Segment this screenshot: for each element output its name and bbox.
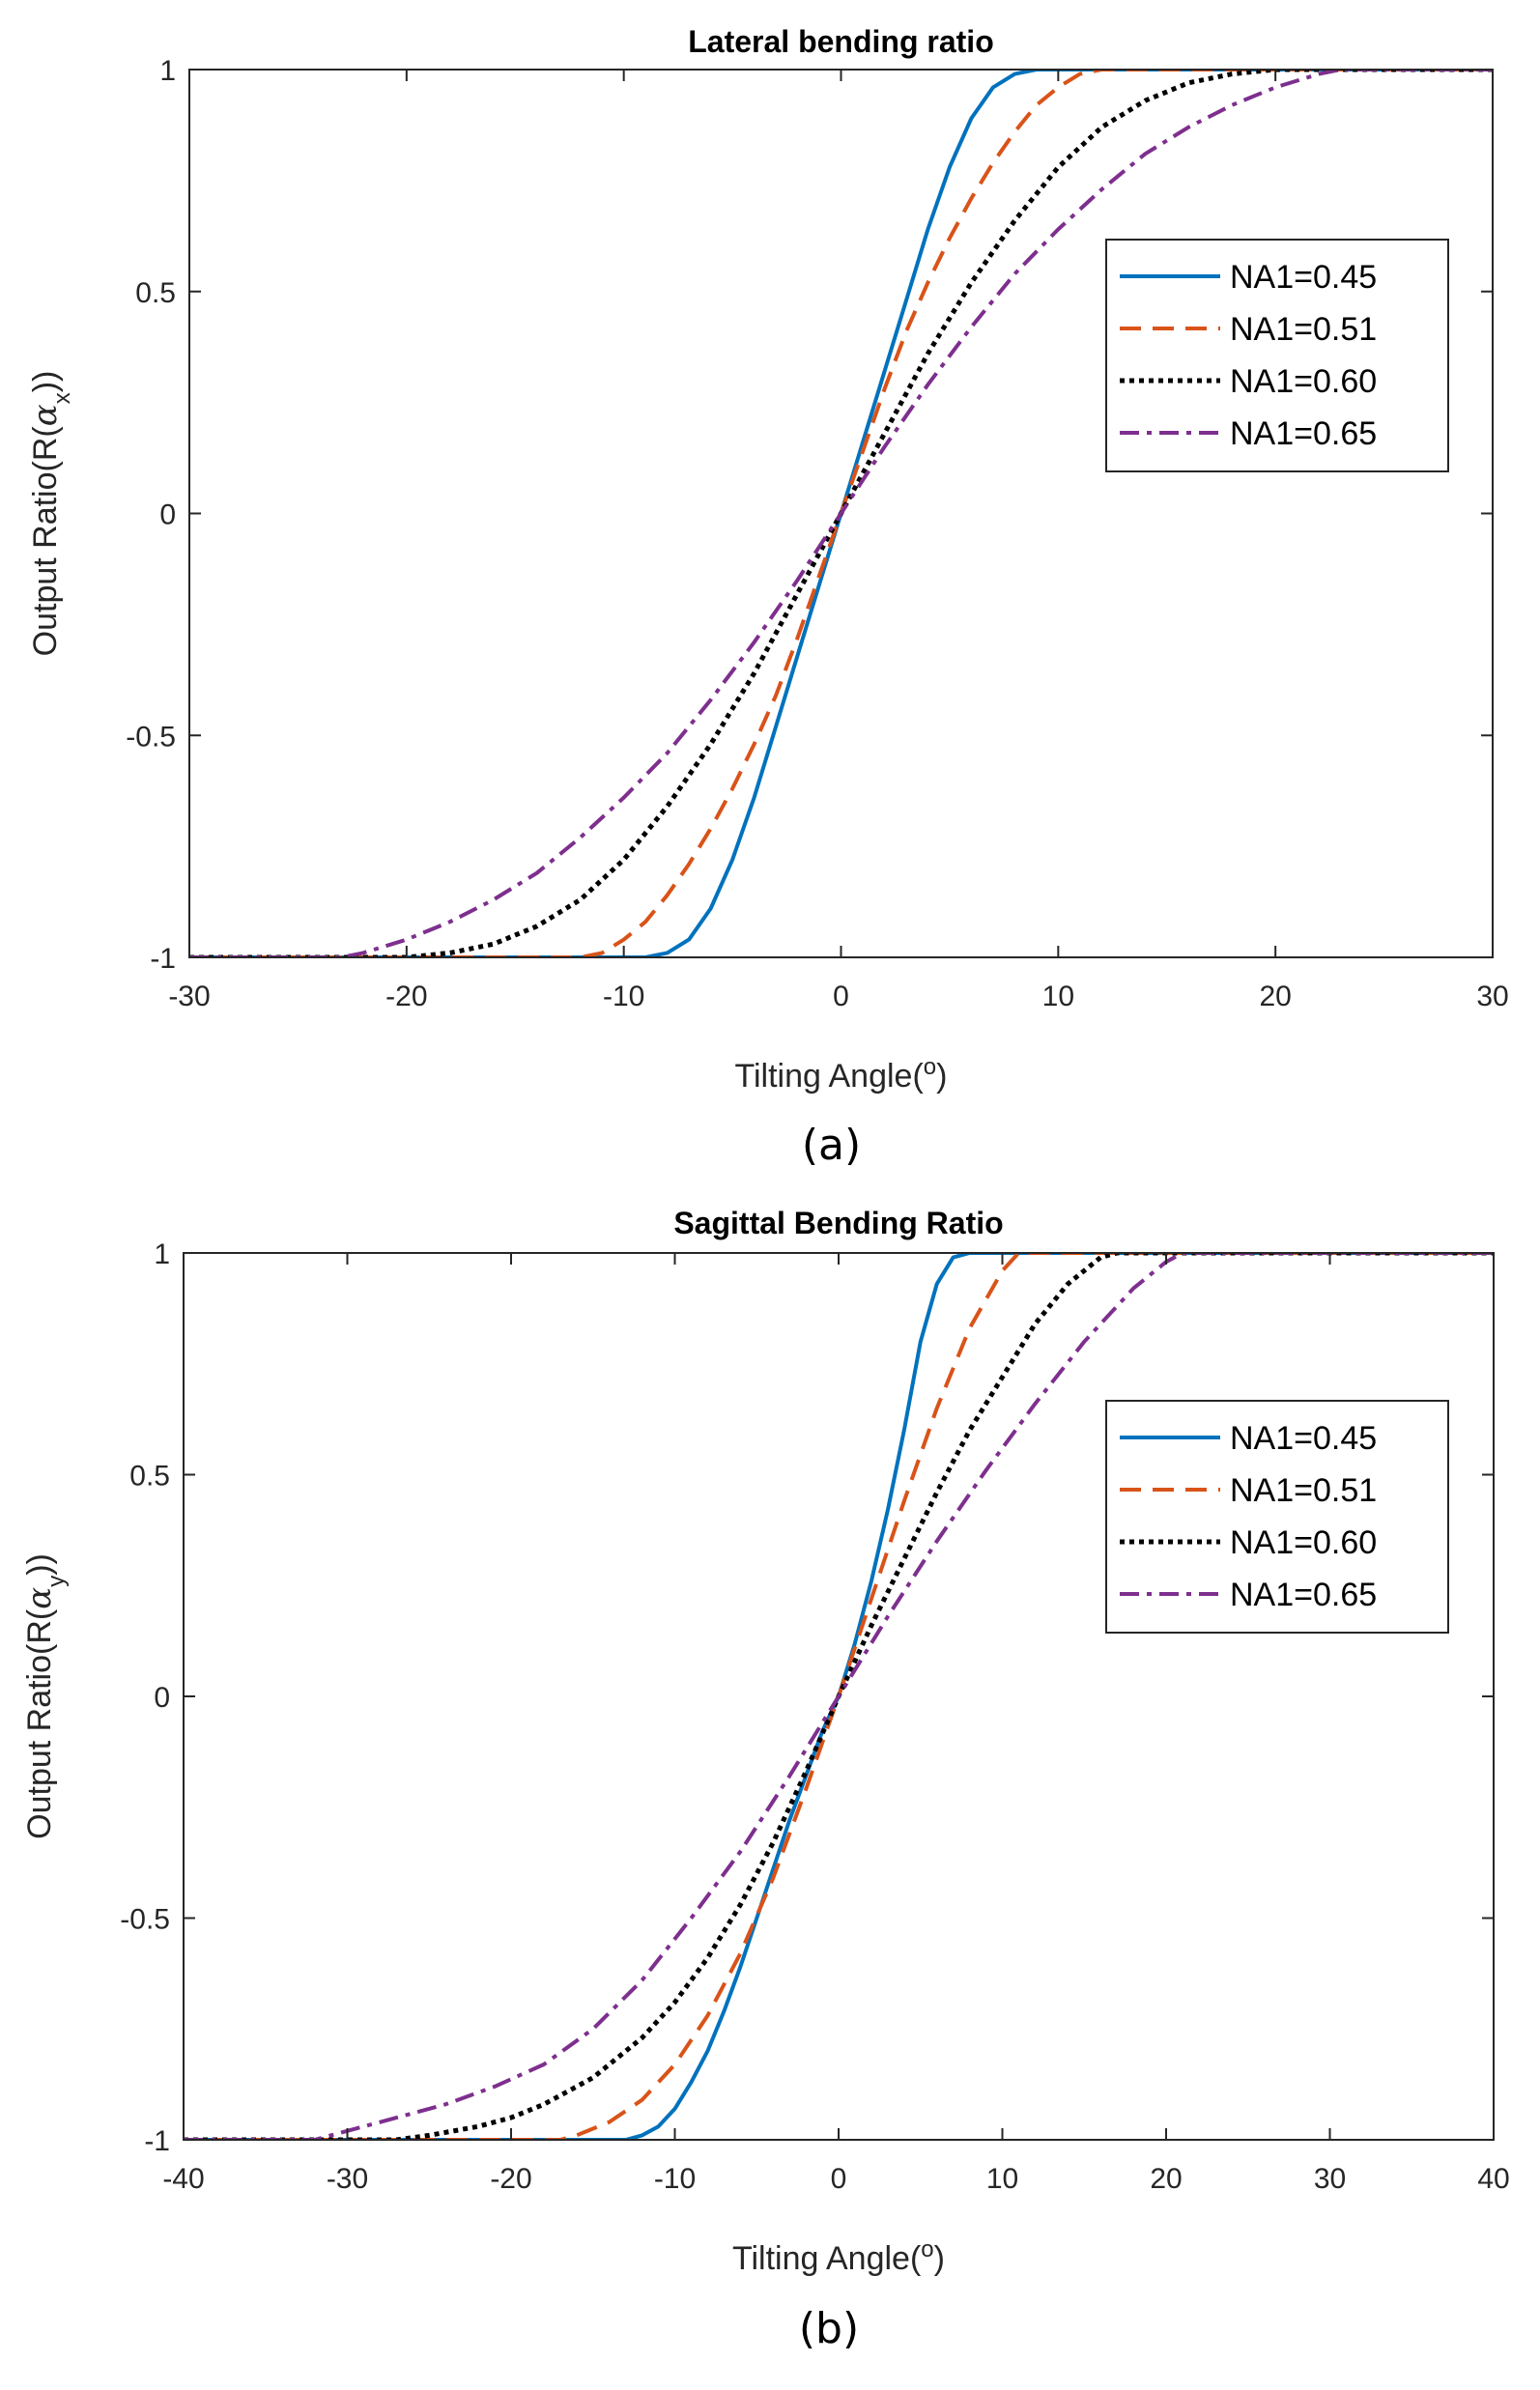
y-tick-label: -1 bbox=[144, 2125, 170, 2157]
legend-label: NA1=0.51 bbox=[1230, 311, 1377, 348]
legend-label: NA1=0.45 bbox=[1230, 259, 1377, 296]
legend-label: NA1=0.60 bbox=[1230, 363, 1377, 400]
x-tick-label: 30 bbox=[1476, 981, 1508, 1012]
x-tick-label: 0 bbox=[831, 2163, 847, 2195]
legend-label: NA1=0.65 bbox=[1230, 415, 1377, 452]
x-tick-label: 20 bbox=[1150, 2163, 1182, 2195]
y-tick-label: -0.5 bbox=[120, 1904, 170, 1936]
series-line-1065 bbox=[189, 70, 1493, 957]
series-line-1045 bbox=[184, 1253, 1494, 2140]
series-group bbox=[189, 70, 1493, 957]
x-tick-label: 0 bbox=[833, 981, 849, 1012]
x-tick-label: -20 bbox=[385, 981, 427, 1012]
x-tick-label: 30 bbox=[1314, 2163, 1346, 2195]
chart-lateral: -30 -20 -10 0 10 20 30 -1 -0.5 0 0.5 1 Lateral bendi… bbox=[26, 24, 1509, 1170]
legend: NA1=0.45 NA1=0.51 NA1=0.60 NA1=0.65 bbox=[1105, 239, 1449, 472]
legend-label: NA1=0.45 bbox=[1230, 1420, 1377, 1457]
series-line-1051 bbox=[184, 1253, 1494, 2140]
panel-caption: (a) bbox=[802, 1121, 861, 1170]
y-tick-label: 0.5 bbox=[129, 1461, 170, 1493]
chart-sagittal: -40 -30 -20 -10 0 10 20 30 40 -1 -0.5 0 0.5 1 Sagittal… bbox=[20, 1206, 1510, 2353]
y-tick-label: 1 bbox=[159, 55, 176, 87]
x-tick-label: 40 bbox=[1477, 2163, 1509, 2195]
y-tick-label: -0.5 bbox=[126, 721, 176, 753]
x-tick-label: -40 bbox=[162, 2163, 204, 2195]
y-tick-label: 1 bbox=[154, 1238, 170, 1270]
x-tick-label: 10 bbox=[986, 2163, 1018, 2195]
y-axis-label: Output Ratio(R(αx)) bbox=[26, 371, 75, 657]
x-tick-label: -30 bbox=[327, 2163, 368, 2195]
legend-label: NA1=0.60 bbox=[1230, 1524, 1377, 1561]
x-axis-label: Tilting Angle(o) bbox=[732, 2236, 945, 2278]
x-tick-label: -30 bbox=[168, 981, 210, 1012]
y-tick-label: -1 bbox=[150, 943, 176, 975]
y-tick-label: 0 bbox=[154, 1682, 170, 1714]
chart-title: Sagittal Bending Ratio bbox=[673, 1206, 1003, 1240]
x-axis-label: Tilting Angle(o) bbox=[735, 1054, 948, 1095]
x-tick-label: -20 bbox=[490, 2163, 531, 2195]
x-tick-label: 10 bbox=[1042, 981, 1074, 1012]
y-axis-label: Output Ratio(R(αy)) bbox=[20, 1553, 70, 1839]
series-line-1065 bbox=[184, 1253, 1494, 2140]
panel-caption: (b) bbox=[799, 2304, 859, 2353]
series-group bbox=[184, 1253, 1494, 2140]
x-tick-label: -10 bbox=[654, 2163, 696, 2195]
y-tick-label: 0 bbox=[159, 499, 176, 531]
legend-label: NA1=0.65 bbox=[1230, 1577, 1377, 1613]
legend-label: NA1=0.51 bbox=[1230, 1472, 1377, 1509]
chart-title: Lateral bending ratio bbox=[688, 24, 993, 59]
x-tick-label: 20 bbox=[1259, 981, 1291, 1012]
legend: NA1=0.45 NA1=0.51 NA1=0.60 NA1=0.65 bbox=[1105, 1400, 1449, 1634]
x-tick-label: -10 bbox=[603, 981, 644, 1012]
y-tick-label: 0.5 bbox=[135, 277, 176, 309]
